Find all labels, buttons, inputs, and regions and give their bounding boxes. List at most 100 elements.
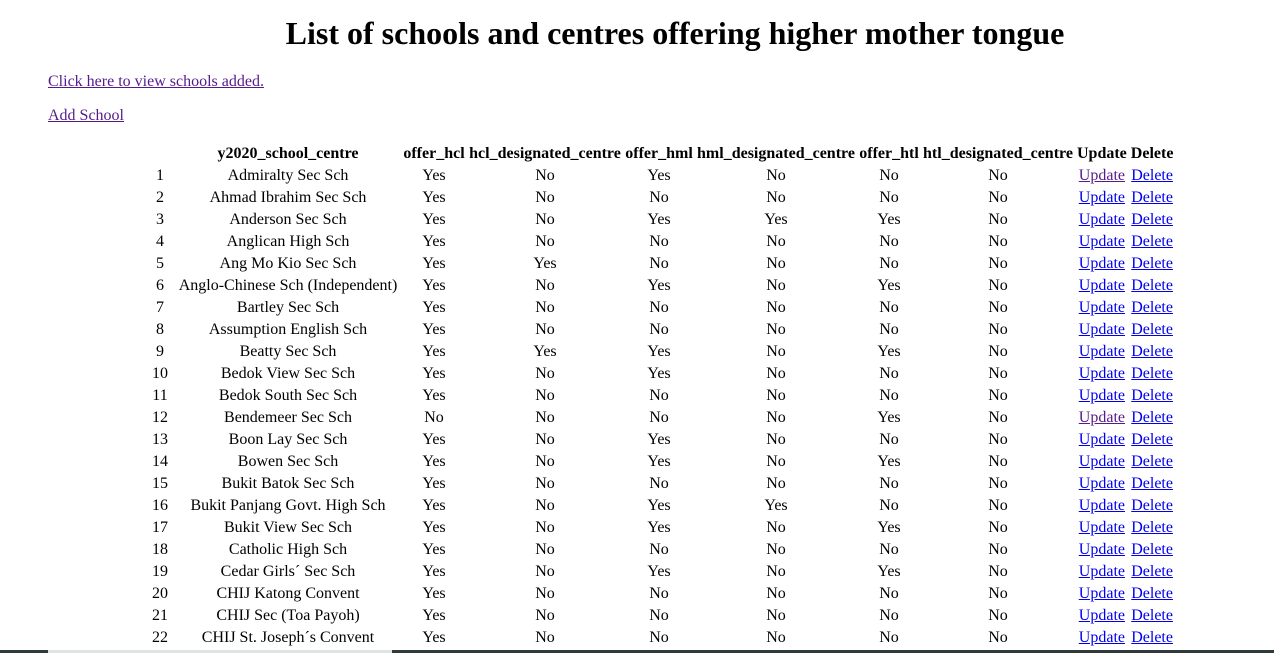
update-link[interactable]: Update	[1078, 167, 1125, 184]
update-link[interactable]: Update	[1078, 255, 1125, 272]
offer-htl-cell: No	[879, 607, 899, 624]
delete-link[interactable]: Delete	[1131, 431, 1173, 448]
offer-htl-cell: No	[879, 585, 899, 602]
add-school-link[interactable]: Add School	[48, 107, 124, 124]
delete-link[interactable]: Delete	[1131, 387, 1173, 404]
delete-link[interactable]: Delete	[1131, 541, 1173, 558]
delete-link[interactable]: Delete	[1131, 277, 1173, 294]
update-cell: Update	[1076, 232, 1128, 252]
hml-designated-centre-cell: No	[766, 233, 786, 250]
update-link[interactable]: Update	[1078, 453, 1125, 470]
update-link[interactable]: Update	[1078, 277, 1125, 294]
table-header-row: y2020_school_centre offer_hcl hcl_design…	[146, 144, 1174, 164]
update-link[interactable]: Update	[1078, 365, 1125, 382]
delete-cell: Delete	[1130, 430, 1175, 450]
table-row: 17 Bukit View Sec Sch Yes No Yes No Yes No Updat…	[146, 518, 1174, 538]
hml-designated-centre-cell: No	[766, 607, 786, 624]
delete-link[interactable]: Delete	[1131, 563, 1173, 580]
offer-htl-cell: No	[879, 541, 899, 558]
view-schools-added-link[interactable]: Click here to view schools added.	[48, 73, 264, 90]
update-link[interactable]: Update	[1078, 585, 1125, 602]
school-centre-cell: Cedar Girls´ Sec Sch	[220, 563, 356, 580]
update-cell: Update	[1076, 584, 1128, 604]
hcl-designated-centre-cell: No	[535, 167, 555, 184]
update-cell: Update	[1076, 188, 1128, 208]
hml-designated-centre-cell: No	[766, 189, 786, 206]
offer-htl-cell: No	[879, 321, 899, 338]
delete-link[interactable]: Delete	[1131, 211, 1173, 228]
update-link[interactable]: Update	[1078, 321, 1125, 338]
update-link[interactable]: Update	[1078, 629, 1125, 646]
school-centre-cell: Bowen Sec Sch	[237, 453, 339, 470]
update-link[interactable]: Update	[1078, 607, 1125, 624]
update-link[interactable]: Update	[1078, 299, 1125, 316]
hml-designated-centre-cell: No	[766, 343, 786, 360]
row-index: 22	[152, 629, 168, 646]
update-link[interactable]: Update	[1078, 475, 1125, 492]
delete-link[interactable]: Delete	[1131, 497, 1173, 514]
row-index: 14	[152, 453, 168, 470]
delete-link[interactable]: Delete	[1131, 453, 1173, 470]
offer-hml-cell: No	[649, 387, 669, 404]
delete-cell: Delete	[1130, 364, 1175, 384]
hcl-designated-centre-cell: No	[535, 453, 555, 470]
offer-hcl-cell: Yes	[422, 607, 446, 624]
update-link[interactable]: Update	[1078, 189, 1125, 206]
update-cell: Update	[1076, 606, 1128, 626]
hcl-designated-centre-cell: No	[535, 607, 555, 624]
table-row: 5 Ang Mo Kio Sec Sch Yes Yes No No No No Update D…	[146, 254, 1174, 274]
update-link[interactable]: Update	[1078, 563, 1125, 580]
delete-link[interactable]: Delete	[1131, 519, 1173, 536]
table-row: 6 Anglo-Chinese Sch (Independent) Yes No Yes…	[146, 276, 1174, 296]
offer-htl-cell: No	[879, 431, 899, 448]
table-row: 9 Beatty Sec Sch Yes Yes Yes No Yes No Update Del…	[146, 342, 1174, 362]
update-cell: Update	[1076, 562, 1128, 582]
delete-link[interactable]: Delete	[1131, 189, 1173, 206]
offer-htl-cell: No	[879, 629, 899, 646]
update-link[interactable]: Update	[1078, 211, 1125, 228]
delete-link[interactable]: Delete	[1131, 409, 1173, 426]
update-link[interactable]: Update	[1078, 497, 1125, 514]
hcl-designated-centre-cell: No	[535, 211, 555, 228]
htl-designated-centre-cell: No	[988, 211, 1008, 228]
offer-htl-cell: No	[879, 299, 899, 316]
update-link[interactable]: Update	[1078, 387, 1125, 404]
delete-link[interactable]: Delete	[1131, 167, 1173, 184]
hml-designated-centre-cell: No	[766, 409, 786, 426]
update-link[interactable]: Update	[1078, 409, 1125, 426]
offer-htl-cell: Yes	[877, 409, 901, 426]
delete-link[interactable]: Delete	[1131, 629, 1173, 646]
scrollbar-thumb[interactable]	[48, 650, 392, 653]
offer-htl-cell: No	[879, 167, 899, 184]
update-link[interactable]: Update	[1078, 233, 1125, 250]
delete-link[interactable]: Delete	[1131, 607, 1173, 624]
delete-link[interactable]: Delete	[1131, 343, 1173, 360]
delete-cell: Delete	[1130, 540, 1175, 560]
update-link[interactable]: Update	[1078, 343, 1125, 360]
table-row: 16 Bukit Panjang Govt. High Sch Yes No Yes Ye…	[146, 496, 1174, 516]
hml-designated-centre-cell: No	[766, 299, 786, 316]
row-index: 4	[156, 233, 164, 250]
update-cell: Update	[1076, 518, 1128, 538]
htl-designated-centre-cell: No	[988, 189, 1008, 206]
update-link[interactable]: Update	[1078, 431, 1125, 448]
htl-designated-centre-cell: No	[988, 387, 1008, 404]
delete-link[interactable]: Delete	[1131, 255, 1173, 272]
delete-link[interactable]: Delete	[1131, 475, 1173, 492]
delete-link[interactable]: Delete	[1131, 233, 1173, 250]
row-index: 9	[156, 343, 164, 360]
delete-link[interactable]: Delete	[1131, 321, 1173, 338]
delete-link[interactable]: Delete	[1131, 585, 1173, 602]
offer-hml-cell: Yes	[647, 167, 671, 184]
bottom-scrollbar[interactable]	[0, 650, 1274, 653]
school-centre-cell: Ahmad Ibrahim Sec Sch	[209, 189, 367, 206]
school-centre-cell: Bedok View Sec Sch	[220, 365, 356, 382]
row-index: 8	[156, 321, 164, 338]
delete-link[interactable]: Delete	[1131, 299, 1173, 316]
table-row: 4 Anglican High Sch Yes No No No No No Update Del…	[146, 232, 1174, 252]
offer-htl-cell: No	[879, 387, 899, 404]
update-link[interactable]: Update	[1078, 519, 1125, 536]
delete-link[interactable]: Delete	[1131, 365, 1173, 382]
school-centre-cell: CHIJ Sec (Toa Payoh)	[216, 607, 360, 624]
update-link[interactable]: Update	[1078, 541, 1125, 558]
